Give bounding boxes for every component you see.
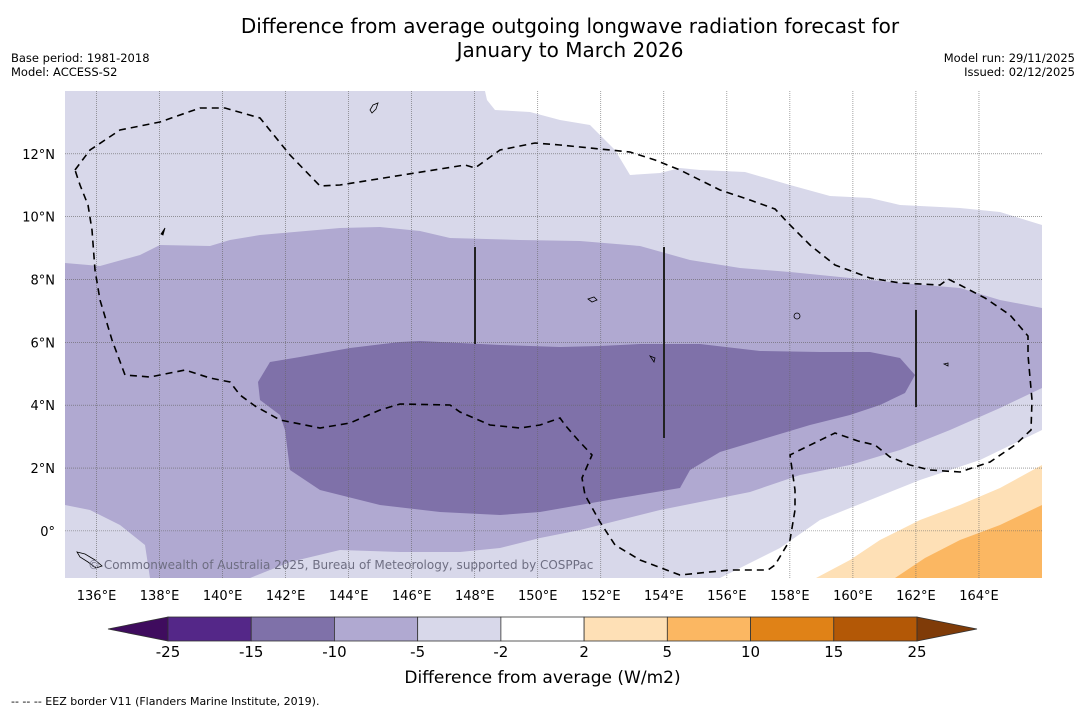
colorbar-bin — [417, 616, 502, 642]
island-outline — [76, 551, 103, 569]
longitude-tick-label: 146°E — [392, 589, 432, 604]
issued-date: Issued: 02/12/2025 — [964, 65, 1075, 79]
longitude-tick-label: 158°E — [770, 589, 810, 604]
colorbar-bin — [583, 616, 668, 642]
model-name: Model: ACCESS-S2 — [11, 65, 118, 79]
islands — [76, 102, 949, 569]
colorbar-bin — [500, 616, 585, 642]
colorbar-title: Difference from average (W/m2) — [404, 668, 681, 688]
latitude-tick-label: 10°N — [22, 211, 55, 226]
anomaly-band-plus5-plus10 — [895, 505, 1042, 578]
longitude-tick-label: 136°E — [77, 589, 117, 604]
meta-left: Base period: 1981-2018 Model: ACCESS-S2 — [11, 51, 150, 79]
latitude-tick-label: 8°N — [31, 274, 56, 289]
colorbar-tick-label: -10 — [322, 643, 347, 661]
longitude-tick-label: 140°E — [203, 589, 243, 604]
longitude-tick-label: 152°E — [581, 589, 621, 604]
longitude-tick-label: 142°E — [266, 589, 306, 604]
longitude-tick-label: 162°E — [896, 589, 936, 604]
longitude-tick-label: 164°E — [959, 589, 999, 604]
colorbar-tick-label: 5 — [662, 643, 673, 661]
island-outline — [587, 296, 598, 303]
island-outline — [369, 102, 379, 114]
model-run-date: Model run: 29/11/2025 — [943, 51, 1075, 65]
base-period: Base period: 1981-2018 — [11, 51, 150, 65]
colorbar-extend-high — [916, 616, 978, 642]
anomaly-band-neutral-north — [485, 91, 1042, 225]
colorbar-bin — [666, 616, 751, 642]
longitude-tick-label: 160°E — [833, 589, 873, 604]
eez-border — [74, 107, 1033, 576]
island-outline — [942, 362, 949, 367]
eez-legend-footnote: -- -- -- EEZ border V11 (Flanders Marine… — [11, 695, 320, 708]
colorbar-tick-label: 2 — [579, 643, 589, 661]
colorbar-bin — [833, 616, 918, 642]
title-line-2: January to March 2026 — [456, 38, 684, 62]
anomaly-band-minus15-minus10 — [258, 341, 915, 515]
copyright-notice: © Commonwealth of Australia 2025, Bureau… — [88, 558, 594, 572]
latitude-tick-label: 2°N — [31, 462, 56, 477]
colorbar-tick-label: -15 — [238, 643, 264, 661]
colorbar-extend-low — [107, 616, 169, 642]
colorbar-tick-label: -25 — [155, 643, 181, 661]
colorbar-bin — [334, 616, 419, 642]
longitude-tick-label: 154°E — [644, 589, 684, 604]
title-line-1: Difference from average outgoing longwav… — [240, 14, 900, 38]
latitude-tick-label: 6°N — [31, 336, 56, 351]
longitude-tick-label: 148°E — [455, 589, 495, 604]
colorbar-tick-label: -2 — [493, 643, 509, 661]
longitude-tick-label: 144°E — [329, 589, 369, 604]
longitude-axis: 136°E 138°E 140°E 142°E 144°E 146°E 148°E 150°E… — [77, 589, 999, 604]
colorbar-tick-label: 25 — [907, 643, 927, 661]
island-outline — [648, 355, 656, 363]
island-outline — [160, 227, 166, 236]
colorbar-bin — [167, 616, 252, 642]
longitude-tick-label: 156°E — [707, 589, 747, 604]
latitude-tick-label: 4°N — [31, 399, 56, 414]
island-outline — [793, 312, 801, 320]
colorbar-bin — [750, 616, 835, 642]
chart-title: Difference from average outgoing longwav… — [0, 14, 1085, 62]
meta-right: Model run: 29/11/2025 Issued: 02/12/2025 — [944, 51, 1075, 79]
colorbar-bin — [250, 616, 335, 642]
colorbar — [107, 616, 978, 642]
latitude-tick-label: 0° — [40, 525, 55, 540]
map-canvas — [65, 91, 1042, 578]
colorbar-tick-label: -5 — [410, 643, 426, 661]
longitude-tick-label: 150°E — [518, 589, 558, 604]
longitude-tick-label: 138°E — [140, 589, 180, 604]
latitude-tick-label: 12°N — [22, 148, 55, 163]
colorbar-tick-label: 15 — [824, 643, 844, 661]
colorbar-tick-label: 10 — [741, 643, 761, 661]
latitude-axis: 12°N 10°N 8°N 6°N 4°N 2°N 0° — [22, 148, 55, 540]
